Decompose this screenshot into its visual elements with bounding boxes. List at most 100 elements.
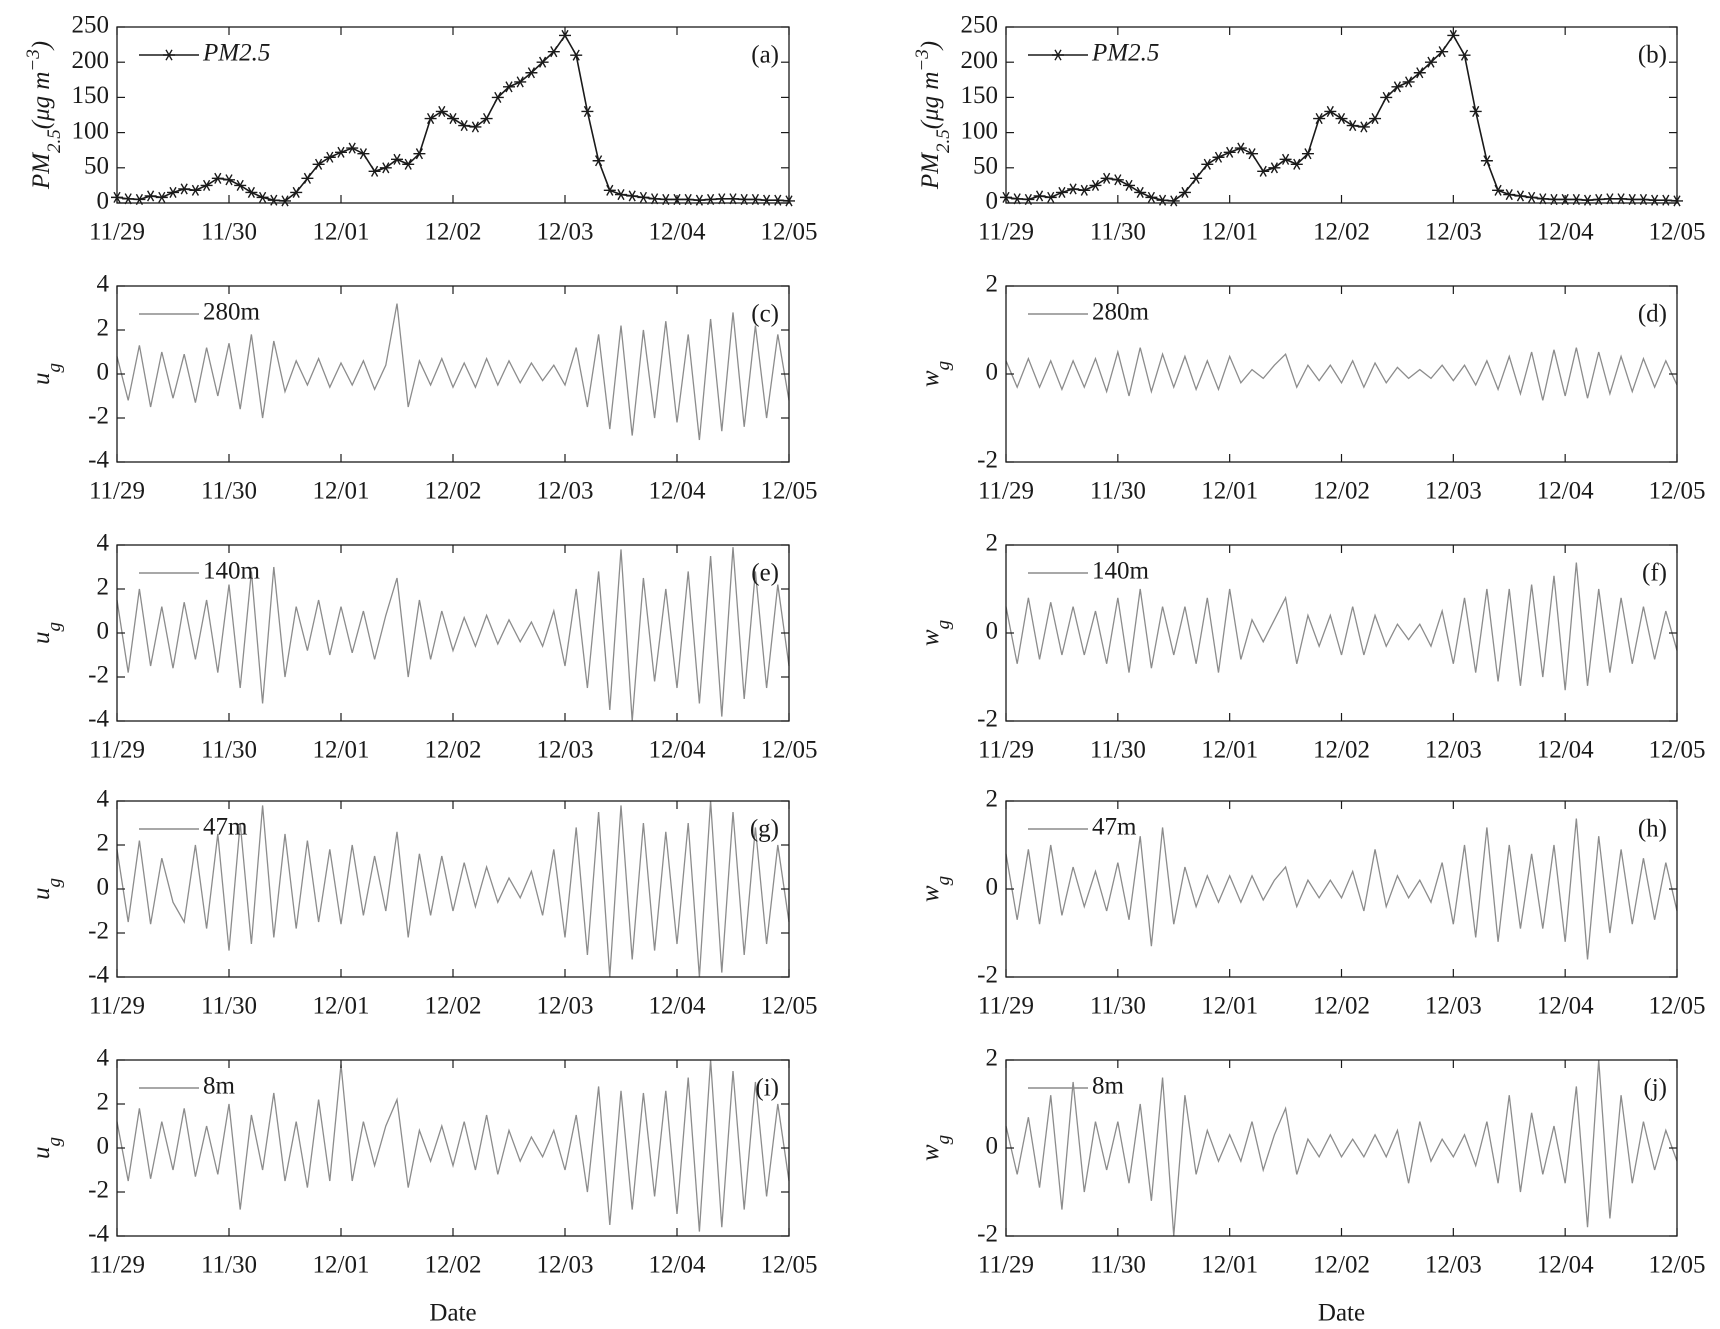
x-tick-label: 12/01: [313, 737, 370, 764]
y-tick-label: 200: [72, 47, 110, 74]
y-tick-label: 150: [72, 82, 110, 109]
data-marker: [1313, 112, 1326, 125]
x-tick-label: 12/02: [425, 993, 482, 1020]
x-tick-label: 11/30: [1090, 1252, 1146, 1279]
y-tick-label: -2: [977, 962, 998, 989]
data-line: [1005, 562, 1678, 691]
data-marker: [1369, 112, 1382, 125]
y-tick-label: -4: [88, 706, 109, 733]
data-marker: [1436, 46, 1449, 58]
data-marker: [1167, 195, 1180, 207]
data-marker: [435, 105, 448, 118]
x-tick-label: 12/05: [761, 219, 818, 246]
data-marker: [1615, 193, 1628, 205]
data-marker: [122, 193, 135, 205]
x-tick-label: 12/01: [1201, 219, 1258, 246]
y-tick-label: -4: [88, 1221, 109, 1248]
data-marker: [1536, 193, 1549, 205]
y-axis-label-part: −3: [912, 49, 933, 71]
x-tick-label: 12/03: [1425, 993, 1482, 1020]
data-marker: [1134, 186, 1147, 198]
legend-label: 8m: [203, 1073, 236, 1100]
x-tick-label: 12/04: [649, 1252, 706, 1279]
data-marker: [637, 191, 650, 203]
data-marker: [458, 120, 471, 132]
data-marker: [1178, 186, 1191, 198]
y-axis-label-part: −3: [23, 49, 44, 71]
data-marker: [514, 76, 527, 88]
data-line: [116, 303, 790, 441]
x-tick-label: 12/05: [1649, 478, 1706, 505]
y-axis-label-part: u: [28, 1147, 55, 1160]
data-marker: [1492, 184, 1505, 196]
x-tick-label: 12/01: [313, 993, 370, 1020]
data-marker: [693, 194, 706, 206]
y-tick-label: 0: [986, 359, 999, 386]
y-tick-label: 4: [97, 271, 110, 298]
x-tick-label: 12/03: [537, 993, 594, 1020]
panel-label: (i): [755, 1075, 779, 1102]
x-tick-label: 11/30: [1090, 478, 1146, 505]
x-tick-label: 12/05: [761, 737, 818, 764]
x-tick-label: 12/05: [1649, 993, 1706, 1020]
data-marker: [1514, 190, 1527, 202]
legend-label: 8m: [1092, 1073, 1125, 1100]
data-line: [116, 547, 790, 722]
y-axis-label-part: w: [917, 370, 944, 387]
data-marker: [1424, 56, 1437, 68]
x-tick-label: 11/30: [201, 993, 257, 1020]
data-marker: [1380, 91, 1393, 103]
y-tick-label: 0: [97, 188, 110, 215]
y-tick-label: -2: [88, 662, 109, 689]
data-marker: [1011, 193, 1024, 205]
y-axis-label-part: 2.5: [44, 129, 65, 153]
data-marker: [525, 67, 538, 79]
data-marker: [1659, 194, 1672, 206]
y-tick-label: 4: [97, 786, 110, 813]
data-marker: [178, 183, 191, 195]
data-marker: [1212, 151, 1225, 163]
y-tick-label: -2: [977, 706, 998, 733]
y-axis-label-part: w: [917, 885, 944, 902]
y-tick-label: 50: [973, 153, 998, 180]
panel-label: (g): [750, 816, 779, 843]
panel-label: (h): [1638, 816, 1667, 843]
x-tick-label: 12/03: [537, 737, 594, 764]
y-tick-label: -2: [977, 447, 998, 474]
x-tick-label: 11/30: [201, 737, 257, 764]
y-tick-label: 250: [72, 12, 110, 39]
data-marker: [1044, 191, 1057, 203]
y-axis-label-part: g: [933, 620, 954, 630]
data-marker: [211, 172, 224, 184]
data-marker: [1033, 190, 1046, 202]
panel-label: (f): [1642, 560, 1667, 587]
x-tick-label: 12/02: [425, 1252, 482, 1279]
panel-label: (b): [1638, 42, 1667, 69]
legend-label: 47m: [203, 814, 248, 841]
y-axis-label-part: u: [28, 888, 55, 901]
data-marker: [379, 162, 392, 174]
legend-label: PM2.5: [202, 40, 270, 67]
y-axis-label: wg: [917, 876, 954, 902]
data-marker: [491, 91, 504, 103]
data-marker: [357, 148, 370, 160]
y-axis-label-part: PM: [917, 152, 944, 190]
y-tick-label: 0: [986, 188, 999, 215]
y-axis-label: PM2.5(μg m−3): [23, 41, 65, 190]
y-axis-label-part: g: [933, 876, 954, 886]
data-marker: [424, 112, 437, 125]
y-tick-label: 150: [961, 82, 999, 109]
data-marker: [267, 194, 280, 206]
data-marker: [626, 190, 639, 202]
y-tick-label: 2: [97, 574, 110, 601]
x-tick-label: 12/04: [649, 737, 706, 764]
data-marker: [1190, 172, 1203, 184]
y-axis-label-part: (μg m: [917, 72, 944, 130]
x-tick-label: 12/04: [1537, 478, 1594, 505]
legend-marker: [163, 49, 175, 61]
x-tick-label: 12/01: [1201, 993, 1258, 1020]
x-tick-label: 12/03: [537, 1252, 594, 1279]
data-marker: [559, 29, 571, 41]
data-marker: [536, 56, 549, 68]
